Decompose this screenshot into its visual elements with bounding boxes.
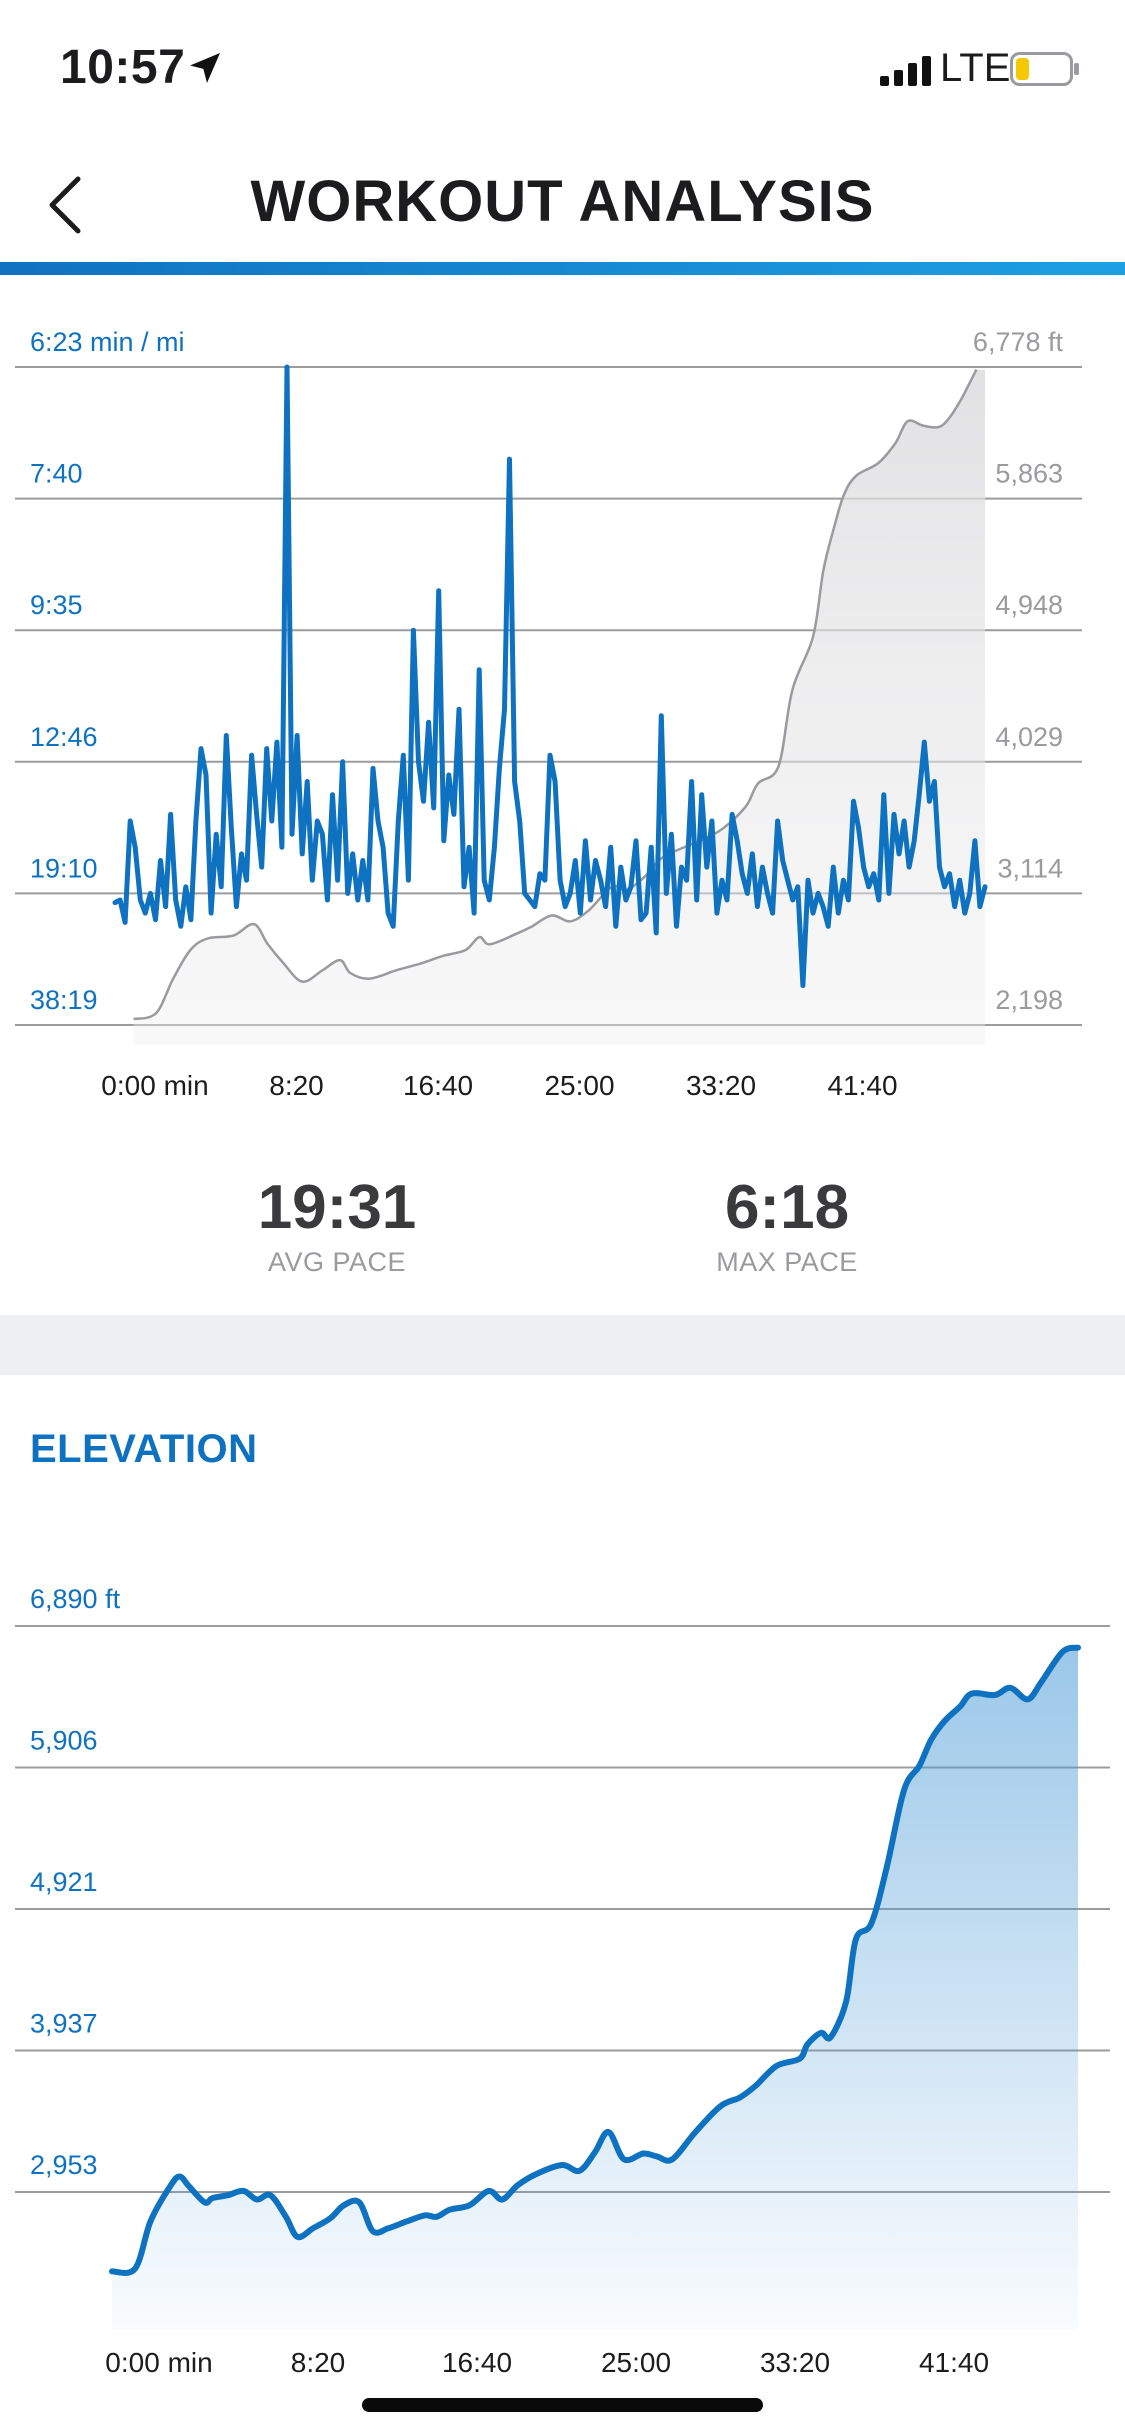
elevation-area-fill	[133, 369, 986, 1046]
elevation-line	[109, 1644, 1081, 2276]
status-bar: 10:57 LTE	[0, 0, 1125, 140]
pace-x-tick-label: 8:20	[269, 1070, 324, 1101]
elevation-y-tick-label: 6,890 ft	[30, 1584, 121, 1614]
pace-y-tick-label: 7:40	[30, 459, 83, 489]
page-title: WORKOUT ANALYSIS	[250, 169, 875, 234]
pace-x-tick-label: 0:00 min	[101, 1070, 208, 1101]
location-arrow-icon	[190, 53, 220, 83]
pace-elevation-chart[interactable]: 6:23 min / mi 6,778 ft 7:40 5,863 9:35 4,948 1…	[0, 300, 1125, 1120]
elevation-x-tick-label: 25:00	[601, 2347, 671, 2378]
network-label: LTE	[940, 46, 1011, 90]
elevation-y-tick-label: 4,921	[30, 1867, 98, 1897]
elevation-y2-tick-label: 2,198	[995, 985, 1063, 1015]
elevation-y2-tick-label: 3,114	[997, 853, 1063, 883]
header-accent-bar	[0, 262, 1125, 275]
pace-y-tick-label: 38:19	[30, 985, 98, 1015]
elevation-x-tick-label: 33:20	[760, 2347, 830, 2378]
avg-pace-stat: 19:31 AVG PACE	[187, 1172, 487, 1278]
home-indicator	[362, 2398, 763, 2412]
elevation-x-tick-label: 0:00 min	[105, 2347, 212, 2378]
pace-y-tick-label: 12:46	[30, 722, 98, 752]
pace-x-tick-label: 16:40	[403, 1070, 473, 1101]
status-time: 10:57	[60, 41, 186, 94]
elevation-y2-tick-label: 5,863	[995, 459, 1063, 489]
avg-pace-value: 19:31	[257, 1173, 417, 1242]
elevation-y-tick-label: 2,953	[30, 2150, 98, 2180]
elevation-y2-tick-label: 6,778 ft	[973, 327, 1064, 357]
pace-x-tick-label: 25:00	[544, 1070, 614, 1101]
avg-pace-label: AVG PACE	[267, 1247, 407, 1277]
battery-icon	[1010, 52, 1079, 86]
elevation-series-line	[133, 369, 978, 1021]
pace-x-tick-label: 41:40	[827, 1070, 897, 1101]
max-pace-stat: 6:18 MAX PACE	[637, 1172, 937, 1278]
max-pace-label: MAX PACE	[716, 1247, 858, 1277]
pace-y-tick-label: 19:10	[30, 853, 98, 883]
elevation-y2-tick-label: 4,029	[995, 722, 1063, 752]
elevation-x-tick-label: 16:40	[442, 2347, 512, 2378]
pace-y-tick-label: 6:23 min / mi	[30, 327, 185, 357]
navigation-bar: WORKOUT ANALYSIS	[0, 140, 1125, 268]
elevation-y2-tick-label: 4,948	[995, 590, 1063, 620]
elevation-area-fill	[112, 1647, 1078, 2330]
elevation-x-tick-label: 8:20	[291, 2347, 346, 2378]
pace-x-tick-label: 33:20	[686, 1070, 756, 1101]
pace-y-tick-label: 9:35	[30, 590, 83, 620]
section-divider	[0, 1315, 1125, 1375]
elevation-section-title: ELEVATION	[30, 1427, 258, 1471]
max-pace-value: 6:18	[724, 1173, 850, 1242]
cellular-signal-icon	[880, 56, 931, 86]
elevation-x-tick-label: 41:40	[919, 2347, 989, 2378]
pace-series-line	[112, 364, 988, 988]
elevation-y-tick-label: 5,906	[30, 1726, 98, 1756]
elevation-chart[interactable]: 6,890 ft 5,906 4,921 3,937 2,953 0:00 min 8:20…	[0, 1560, 1125, 2380]
chevron-left-icon	[49, 176, 81, 234]
elevation-y-tick-label: 3,937	[30, 2009, 98, 2039]
back-button[interactable]	[30, 165, 100, 245]
